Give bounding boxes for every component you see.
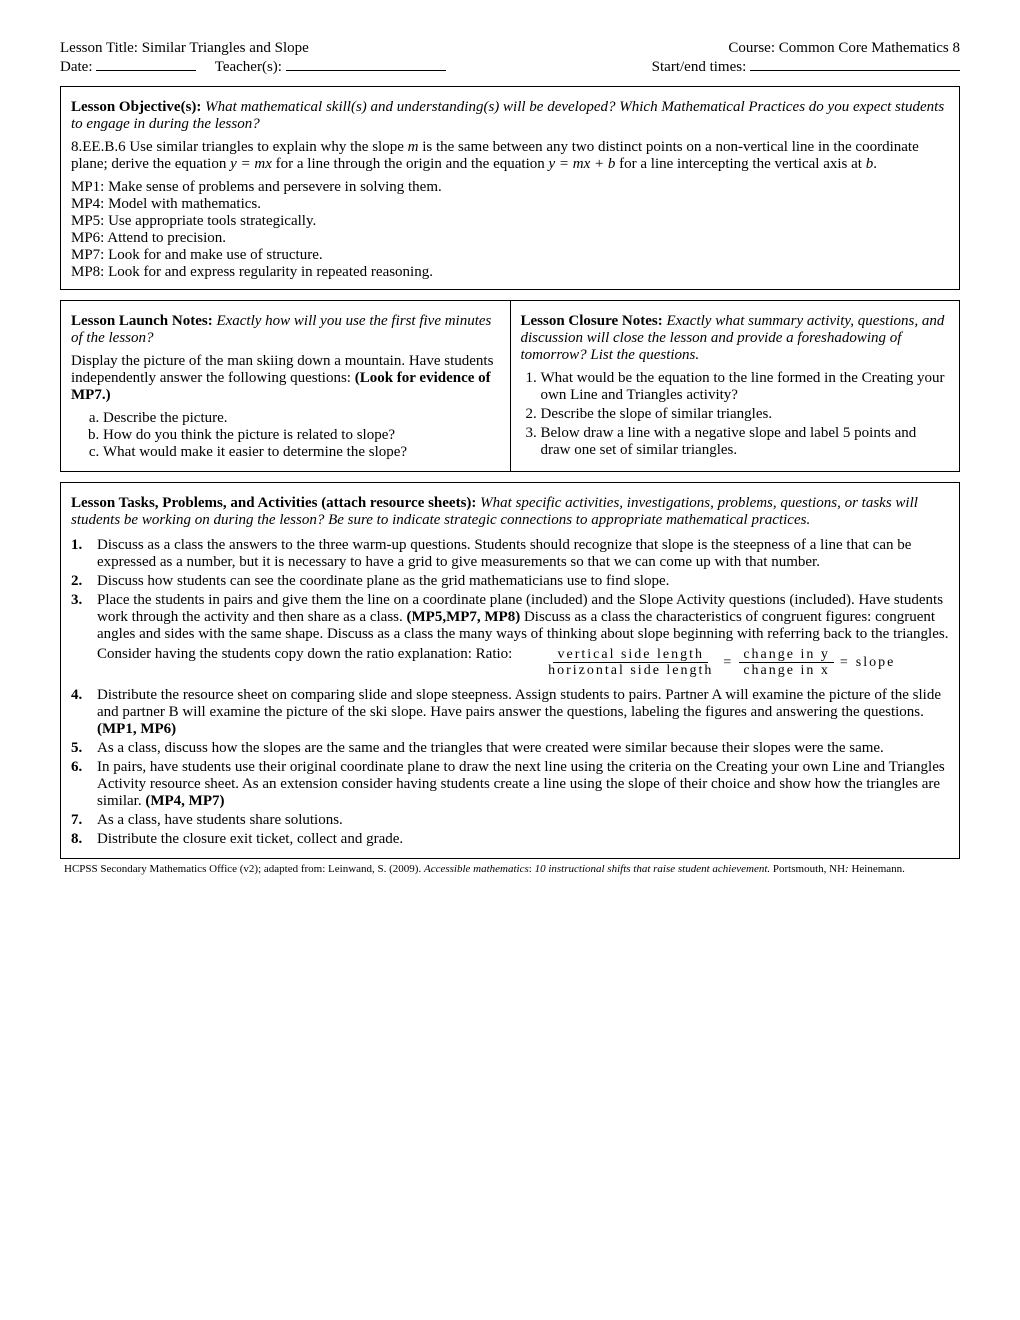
task-1: 1.Discuss as a class the answers to the … xyxy=(71,537,949,571)
objective-box: Lesson Objective(s): What mathematical s… xyxy=(60,86,960,290)
closure-q3: Below draw a line with a negative slope … xyxy=(541,425,950,459)
times-line: Start/end times: xyxy=(652,59,960,76)
closure-q1: What would be the equation to the line f… xyxy=(541,370,950,404)
task-8: 8.Distribute the closure exit ticket, co… xyxy=(71,831,949,848)
equals-1: = xyxy=(717,655,739,671)
task-5: 5.As a class, discuss how the slopes are… xyxy=(71,740,949,757)
mp5: MP5: Use appropriate tools strategically… xyxy=(71,213,949,230)
tasks-box: Lesson Tasks, Problems, and Activities (… xyxy=(60,482,960,859)
task-3: 3. Place the students in pairs and give … xyxy=(71,592,949,685)
mp-list: MP1: Make sense of problems and persever… xyxy=(71,179,949,281)
lesson-title: Similar Triangles and Slope xyxy=(142,40,309,56)
lesson-title-line: Lesson Title: Similar Triangles and Slop… xyxy=(60,40,309,57)
launch-questions: Describe the picture. How do you think t… xyxy=(103,410,500,461)
closure-box: Lesson Closure Notes: Exactly what summa… xyxy=(511,301,960,471)
teacher-label: Teacher(s): xyxy=(215,59,282,75)
footer: HCPSS Secondary Mathematics Office (v2);… xyxy=(60,863,960,876)
task-2: 2.Discuss how students can see the coord… xyxy=(71,573,949,590)
lesson-title-label: Lesson Title: xyxy=(60,40,138,56)
mp7: MP7: Look for and make use of structure. xyxy=(71,247,949,264)
ratio-expression: vertical side length horizontal side len… xyxy=(544,647,895,679)
tasks-heading: Lesson Tasks, Problems, and Activities (… xyxy=(71,495,476,511)
mp1: MP1: Make sense of problems and persever… xyxy=(71,179,949,196)
times-label: Start/end times: xyxy=(652,59,747,75)
launch-q-a: Describe the picture. xyxy=(103,410,500,427)
header: Lesson Title: Similar Triangles and Slop… xyxy=(60,40,960,76)
tasks-list: 1.Discuss as a class the answers to the … xyxy=(71,537,949,848)
closure-heading: Lesson Closure Notes: xyxy=(521,313,663,329)
launch-para: Display the picture of the man skiing do… xyxy=(71,353,500,404)
task-7: 7.As a class, have students share soluti… xyxy=(71,812,949,829)
launch-q-b: How do you think the picture is related … xyxy=(103,427,500,444)
objective-prompt: What mathematical skill(s) and understan… xyxy=(71,99,944,132)
mp6: MP6: Attend to precision. xyxy=(71,230,949,247)
ratio-frac-2: change in y change in x xyxy=(739,647,834,679)
date-blank xyxy=(96,70,196,71)
times-blank xyxy=(750,70,960,71)
launch-q-c: What would make it easier to determine t… xyxy=(103,444,500,461)
teacher-blank xyxy=(286,70,446,71)
date-teacher-line: Date: Teacher(s): xyxy=(60,59,446,76)
ratio-slope: slope xyxy=(856,655,896,671)
mp8: MP8: Look for and express regularity in … xyxy=(71,264,949,281)
closure-q2: Describe the slope of similar triangles. xyxy=(541,406,950,423)
course-line: Course: Common Core Mathematics 8 xyxy=(728,40,960,57)
launch-heading: Lesson Launch Notes: xyxy=(71,313,213,329)
launch-box: Lesson Launch Notes: Exactly how will yo… xyxy=(61,301,511,471)
equals-2: = xyxy=(834,655,856,671)
task-6: 6. In pairs, have students use their ori… xyxy=(71,759,949,810)
objective-heading: Lesson Objective(s): xyxy=(71,99,201,115)
closure-questions: What would be the equation to the line f… xyxy=(541,370,950,459)
objective-standard: 8.EE.B.6 Use similar triangles to explai… xyxy=(71,139,949,173)
course-label: Course: xyxy=(728,40,775,56)
course-value: Common Core Mathematics 8 xyxy=(779,40,960,56)
launch-closure-row: Lesson Launch Notes: Exactly how will yo… xyxy=(60,300,960,472)
task-4: 4. Distribute the resource sheet on comp… xyxy=(71,687,949,738)
ratio-frac-1: vertical side length horizontal side len… xyxy=(544,647,717,679)
date-label: Date: xyxy=(60,59,92,75)
mp4: MP4: Model with mathematics. xyxy=(71,196,949,213)
